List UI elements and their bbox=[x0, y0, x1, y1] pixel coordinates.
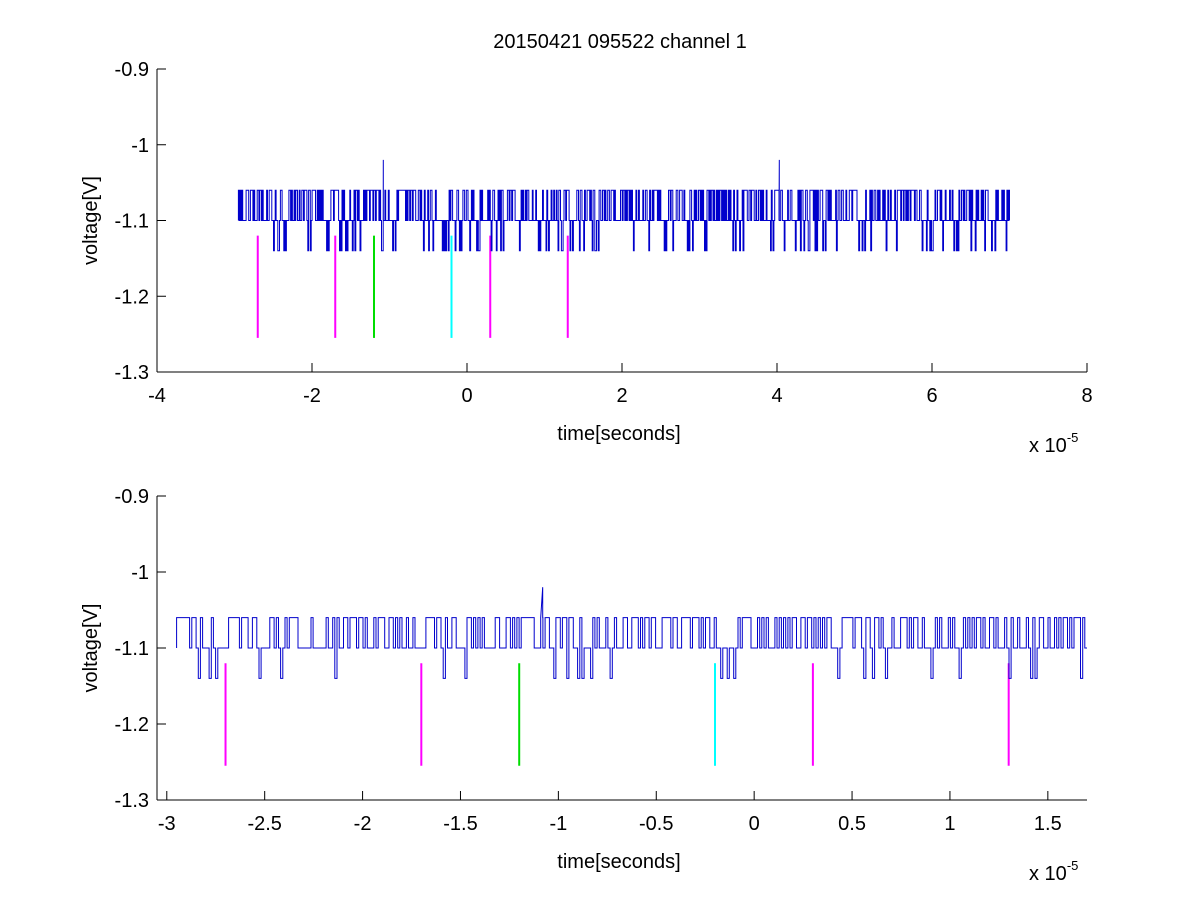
bottom-plot-x-tick-label: 0.5 bbox=[838, 813, 866, 835]
top-plot-ticks: -4 -2 0 2 4 6 8 -0.9 -1 -1.1 -1.2 -1.3 bbox=[115, 59, 1093, 407]
bottom-plot-x-tick-label: 0 bbox=[749, 813, 760, 835]
bottom-plot-x-tick-label: -2 bbox=[354, 813, 372, 835]
top-plot-x-multiplier-exponent: -5 bbox=[1067, 430, 1079, 445]
top-plot-x-multiplier: x 10-5 bbox=[1029, 430, 1078, 457]
bottom-plot-x-tick-label: -2.5 bbox=[247, 813, 281, 835]
bottom-plot-x-tick-label: 1.5 bbox=[1034, 813, 1062, 835]
bottom-plot-y-tick-label: -1.3 bbox=[115, 790, 149, 812]
top-plot-y-axis-label: voltage[V] bbox=[80, 176, 102, 265]
top-plot-x-tick-label: 0 bbox=[461, 385, 472, 407]
bottom-plot-y-axis-label: voltage[V] bbox=[80, 604, 102, 693]
bottom-plot-x-multiplier-exponent: -5 bbox=[1067, 858, 1079, 873]
top-plot-x-tick-label: 2 bbox=[616, 385, 627, 407]
chart-title: 20150421 095522 channel 1 bbox=[493, 31, 747, 53]
bottom-plot-x-multiplier: x 10-5 bbox=[1029, 858, 1078, 885]
bottom-plot-markers bbox=[224, 663, 1010, 766]
bottom-plot-x-tick-label: 1 bbox=[944, 813, 955, 835]
bottom-plot-x-multiplier-base: x 10 bbox=[1029, 863, 1067, 885]
bottom-plot-signal bbox=[176, 587, 1087, 679]
top-plot-y-tick-label: -1.3 bbox=[115, 362, 149, 384]
bottom-plot-x-tick-label: -3 bbox=[158, 813, 176, 835]
bottom-plot-y-tick-label: -1 bbox=[131, 562, 149, 584]
bottom-plot-ticks: -3 -2.5 -2 -1.5 -1 -0.5 0 0.5 1 1.5 -0.9 -1 -1.1 -1.2… bbox=[115, 486, 1062, 835]
bottom-plot-y-tick-label: -0.9 bbox=[115, 486, 149, 508]
bottom-plot-y-tick-label: -1.1 bbox=[115, 638, 149, 660]
top-plot-markers bbox=[256, 235, 569, 338]
top-plot-signal bbox=[237, 159, 1010, 252]
bottom-plot-y-tick-label: -1.2 bbox=[115, 714, 149, 736]
top-plot-x-tick-label: -2 bbox=[303, 385, 321, 407]
bottom-plot-x-tick-label: -0.5 bbox=[639, 813, 673, 835]
top-plot-x-axis-label: time[seconds] bbox=[557, 423, 680, 445]
top-plot-x-tick-label: 4 bbox=[771, 385, 782, 407]
bottom-plot-x-tick-label: -1 bbox=[549, 813, 567, 835]
bottom-plot-x-axis-label: time[seconds] bbox=[557, 851, 680, 873]
top-plot-y-tick-label: -1 bbox=[131, 135, 149, 157]
top-plot-y-tick-label: -1.2 bbox=[115, 286, 149, 308]
top-plot-x-tick-label: 8 bbox=[1081, 385, 1092, 407]
top-plot-x-multiplier-base: x 10 bbox=[1029, 435, 1067, 457]
top-plot-y-tick-label: -0.9 bbox=[115, 59, 149, 81]
top-plot-y-tick-label: -1.1 bbox=[115, 211, 149, 233]
bottom-plot: -3 -2.5 -2 -1.5 -1 -0.5 0 0.5 1 1.5 -0.9 -1 -1.1 -1.2… bbox=[80, 486, 1087, 885]
top-plot-signal-trace bbox=[237, 159, 1010, 252]
top-plot-x-tick-label: 6 bbox=[926, 385, 937, 407]
bottom-plot-signal-trace bbox=[176, 587, 1087, 679]
top-plot: 20150421 095522 channel 1 -4 -2 0 2 4 6 8-0.9-… bbox=[80, 31, 1093, 457]
bottom-plot-x-tick-label: -1.5 bbox=[443, 813, 477, 835]
top-plot-x-tick-label: -4 bbox=[148, 385, 166, 407]
